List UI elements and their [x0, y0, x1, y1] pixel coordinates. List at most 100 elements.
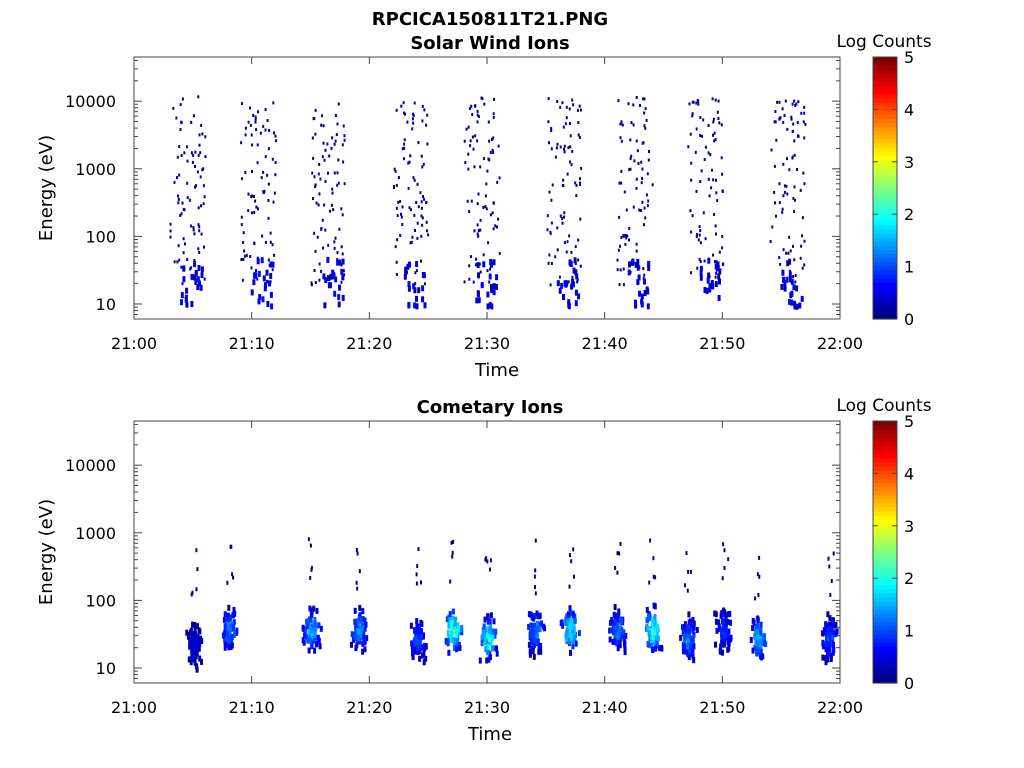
- heatmap-cell: [623, 646, 627, 653]
- heatmap-cell: [569, 122, 571, 125]
- heatmap-cell: [714, 618, 718, 625]
- colorbar-step: [873, 302, 897, 308]
- heatmap-cell: [714, 138, 717, 142]
- heatmap-cell: [272, 101, 275, 105]
- heatmap-cell: [489, 558, 492, 563]
- heatmap-cell: [656, 635, 660, 642]
- heatmap-cell: [199, 284, 203, 291]
- y-tick-label: 1000: [75, 524, 116, 543]
- heatmap-cell: [699, 274, 703, 281]
- heatmap-cell: [617, 99, 620, 103]
- heatmap-cell: [636, 258, 640, 265]
- heatmap-cell: [707, 177, 710, 181]
- heatmap-cell: [714, 641, 717, 648]
- heatmap-cell: [196, 638, 200, 645]
- heatmap-cell: [568, 234, 571, 238]
- heatmap-cell: [611, 638, 615, 645]
- heatmap-cell: [637, 274, 641, 281]
- heatmap-cell: [688, 643, 692, 650]
- heatmap-cell: [546, 228, 549, 232]
- colorbar-step: [873, 613, 897, 619]
- heatmap-cell: [550, 262, 553, 265]
- heatmap-cell: [572, 628, 576, 635]
- heatmap-cell: [424, 282, 426, 286]
- heatmap-cell: [353, 607, 357, 614]
- colorbar-step: [873, 588, 897, 594]
- heatmap-cell: [689, 132, 692, 136]
- heatmap-cell: [482, 253, 485, 257]
- heatmap-cell: [774, 110, 777, 113]
- heatmap-cell: [715, 191, 718, 195]
- heatmap-cell: [250, 289, 254, 296]
- heatmap-cell: [198, 280, 201, 287]
- heatmap-cell: [802, 120, 805, 124]
- heatmap-cell: [699, 134, 702, 138]
- heatmap-cell: [253, 241, 256, 245]
- heatmap-cell: [555, 146, 558, 150]
- heatmap-cell: [496, 225, 498, 229]
- heatmap-cell: [301, 624, 305, 631]
- colorbar-step: [873, 535, 897, 541]
- heatmap-cell: [451, 608, 455, 615]
- heatmap-cell: [686, 624, 689, 631]
- heatmap-cell: [313, 617, 317, 623]
- heatmap-cell: [416, 221, 419, 225]
- heatmap-cell: [488, 139, 491, 143]
- heatmap-cell: [484, 557, 487, 562]
- heatmap-cell: [803, 111, 806, 115]
- heatmap-cell: [261, 234, 264, 238]
- heatmap-cell: [488, 624, 492, 631]
- heatmap-cell: [560, 619, 564, 626]
- heatmap-cell: [455, 642, 459, 649]
- heatmap-cell: [320, 269, 323, 273]
- heatmap-cell: [788, 235, 791, 239]
- heatmap-cell: [199, 635, 203, 642]
- heatmap-cell: [194, 279, 198, 285]
- heatmap-cell: [635, 139, 638, 143]
- heatmap-cell: [484, 205, 487, 209]
- heatmap-cell: [535, 633, 539, 640]
- heatmap-cell: [477, 297, 481, 304]
- heatmap-cell: [222, 616, 226, 623]
- heatmap-cell: [426, 142, 429, 146]
- heatmap-cell: [711, 168, 713, 172]
- heatmap-cell: [729, 619, 732, 626]
- colorbar-step: [873, 576, 897, 582]
- heatmap-cell: [318, 262, 321, 266]
- heatmap-cell: [197, 223, 200, 227]
- heatmap-cell: [620, 139, 623, 143]
- heatmap-cell: [452, 637, 456, 644]
- colorbar-step: [873, 506, 897, 512]
- colorbar-step: [873, 470, 897, 475]
- heatmap-cell: [254, 115, 257, 119]
- colorbar-step: [873, 130, 897, 136]
- heatmap-cell: [176, 176, 178, 179]
- heatmap-cell: [647, 199, 650, 203]
- heatmap-cell: [180, 154, 183, 157]
- heatmap-cell: [563, 211, 566, 215]
- heatmap-cell: [269, 273, 273, 279]
- heatmap-cell: [361, 608, 365, 615]
- colorbar-step: [873, 564, 897, 569]
- heatmap-cell: [800, 244, 803, 248]
- heatmap-cell: [186, 258, 189, 261]
- heatmap-cell: [193, 660, 197, 667]
- heatmap-cell: [569, 261, 573, 267]
- heatmap-cell: [177, 244, 180, 248]
- heatmap-cell: [200, 123, 203, 127]
- heatmap-cell: [403, 138, 406, 142]
- heatmap-cell: [470, 104, 473, 108]
- heatmap-cell: [334, 114, 337, 117]
- heatmap-cell: [724, 615, 728, 622]
- heatmap-cell: [446, 637, 450, 644]
- heatmap-cell: [821, 630, 824, 637]
- heatmap-cell: [326, 256, 330, 263]
- heatmap-cell: [226, 580, 229, 585]
- heatmap-cell: [653, 603, 657, 610]
- heatmap-cell: [414, 271, 417, 275]
- heatmap-cell: [417, 141, 420, 145]
- heatmap-cell: [417, 287, 421, 294]
- heatmap-cell: [642, 276, 645, 280]
- heatmap-cell: [725, 618, 729, 625]
